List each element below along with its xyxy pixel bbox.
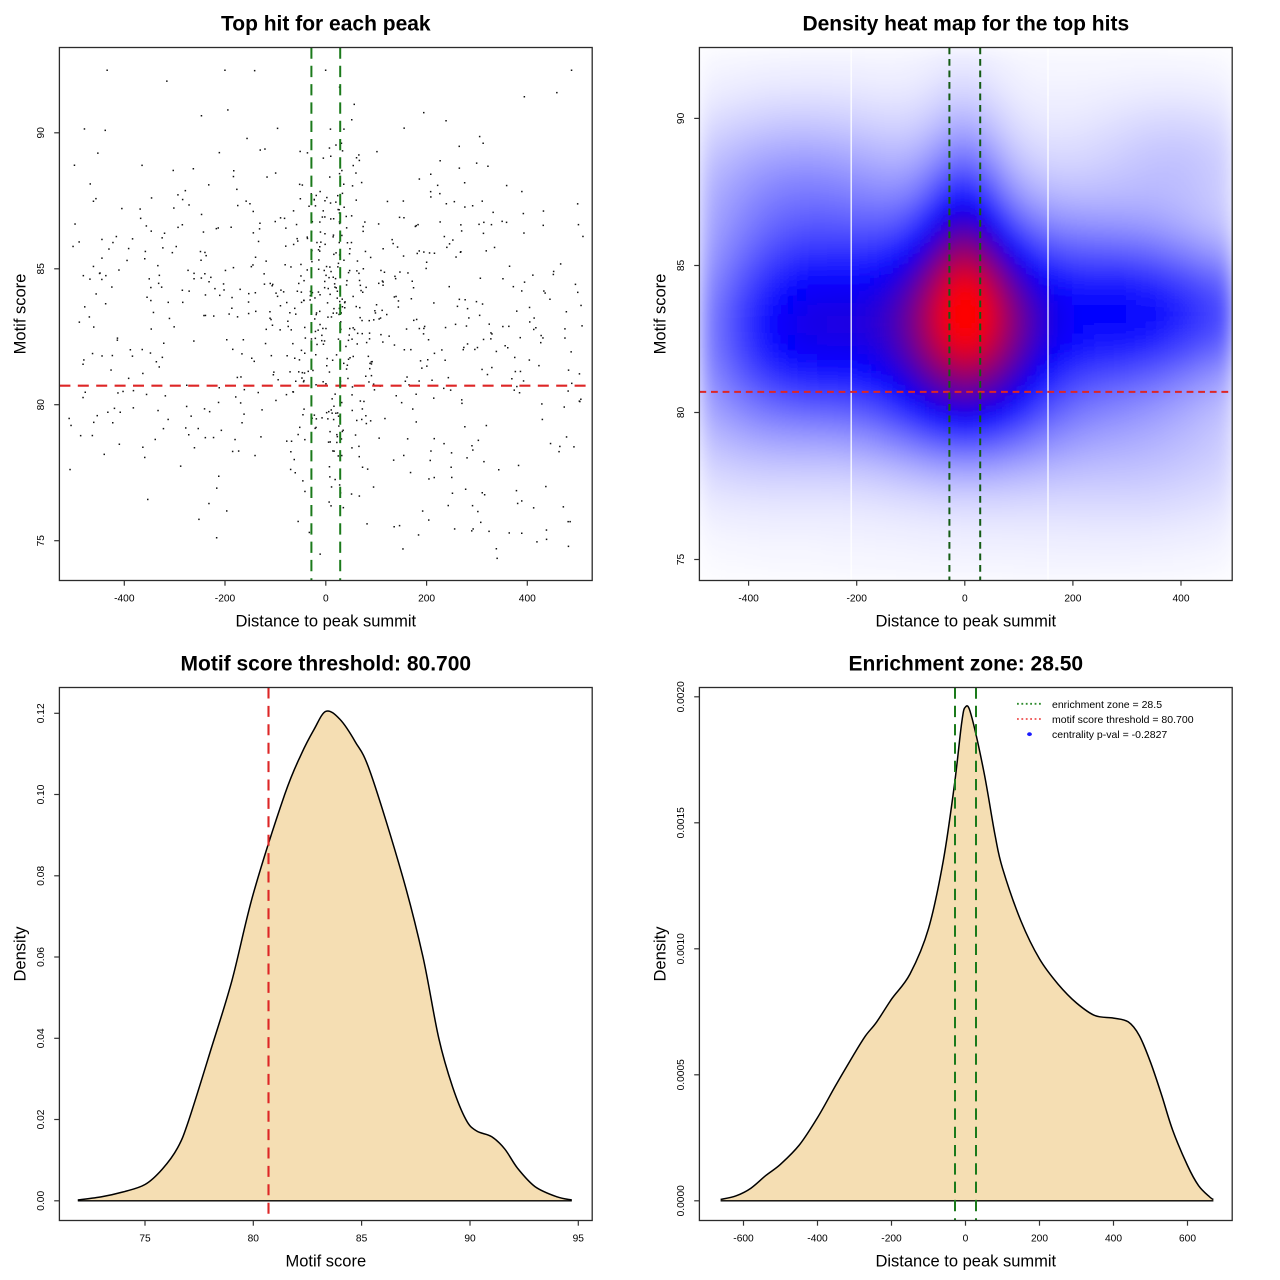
svg-text:0.02: 0.02 [36,1109,47,1129]
svg-text:Density: Density [652,926,670,982]
svg-text:Density heat map for the top h: Density heat map for the top hits [802,12,1129,35]
svg-text:90: 90 [676,112,687,124]
svg-text:0.00: 0.00 [36,1191,47,1211]
svg-text:200: 200 [1031,1233,1048,1244]
svg-text:-200: -200 [881,1233,902,1244]
svg-text:Enrichment zone: 28.50: Enrichment zone: 28.50 [849,652,1084,675]
svg-text:0.04: 0.04 [36,1028,47,1048]
svg-text:80: 80 [248,1233,260,1244]
svg-text:Distance to peak summit: Distance to peak summit [235,613,416,631]
svg-text:600: 600 [1179,1233,1196,1244]
svg-text:80: 80 [676,407,687,419]
svg-text:0.0020: 0.0020 [676,681,687,712]
svg-text:-600: -600 [733,1233,754,1244]
svg-text:Distance to peak summit: Distance to peak summit [875,1253,1056,1271]
svg-text:-400: -400 [738,593,759,604]
svg-text:centrality p-val = -0.2827: centrality p-val = -0.2827 [1052,729,1167,741]
svg-text:85: 85 [676,260,687,272]
svg-text:75: 75 [36,535,47,547]
svg-text:-200: -200 [847,593,868,604]
svg-text:75: 75 [676,554,687,566]
svg-text:Motif score: Motif score [285,1253,366,1271]
svg-text:90: 90 [464,1233,476,1244]
svg-text:0.0000: 0.0000 [676,1185,687,1216]
svg-text:0: 0 [962,593,968,604]
svg-text:Motif score: Motif score [12,274,30,355]
svg-text:0.0010: 0.0010 [676,933,687,964]
svg-text:enrichment zone = 28.5: enrichment zone = 28.5 [1052,699,1162,711]
svg-text:95: 95 [573,1233,585,1244]
svg-text:motif score threshold = 80.700: motif score threshold = 80.700 [1052,714,1194,726]
svg-text:-200: -200 [215,593,236,604]
svg-text:0.06: 0.06 [36,947,47,967]
svg-text:75: 75 [139,1233,151,1244]
svg-text:Density: Density [12,926,30,982]
svg-text:90: 90 [36,127,47,139]
svg-text:85: 85 [36,263,47,275]
svg-text:0: 0 [963,1233,969,1244]
svg-text:Distance to peak summit: Distance to peak summit [875,613,1056,631]
svg-text:0.10: 0.10 [36,784,47,804]
svg-text:200: 200 [418,593,435,604]
svg-text:Motif score threshold: 80.700: Motif score threshold: 80.700 [181,652,472,675]
svg-text:-400: -400 [114,593,135,604]
svg-text:Motif score: Motif score [652,274,670,355]
svg-text:0.12: 0.12 [36,703,47,723]
svg-text:400: 400 [1173,593,1190,604]
svg-text:0.08: 0.08 [36,866,47,886]
svg-text:85: 85 [356,1233,368,1244]
svg-text:200: 200 [1064,593,1081,604]
svg-text:80: 80 [36,399,47,411]
svg-text:0.0005: 0.0005 [676,1059,687,1090]
svg-text:-400: -400 [807,1233,828,1244]
svg-text:0: 0 [323,593,329,604]
svg-text:Top hit for each peak: Top hit for each peak [221,12,431,35]
svg-text:0.0015: 0.0015 [676,807,687,838]
svg-text:400: 400 [519,593,536,604]
svg-text:400: 400 [1105,1233,1122,1244]
